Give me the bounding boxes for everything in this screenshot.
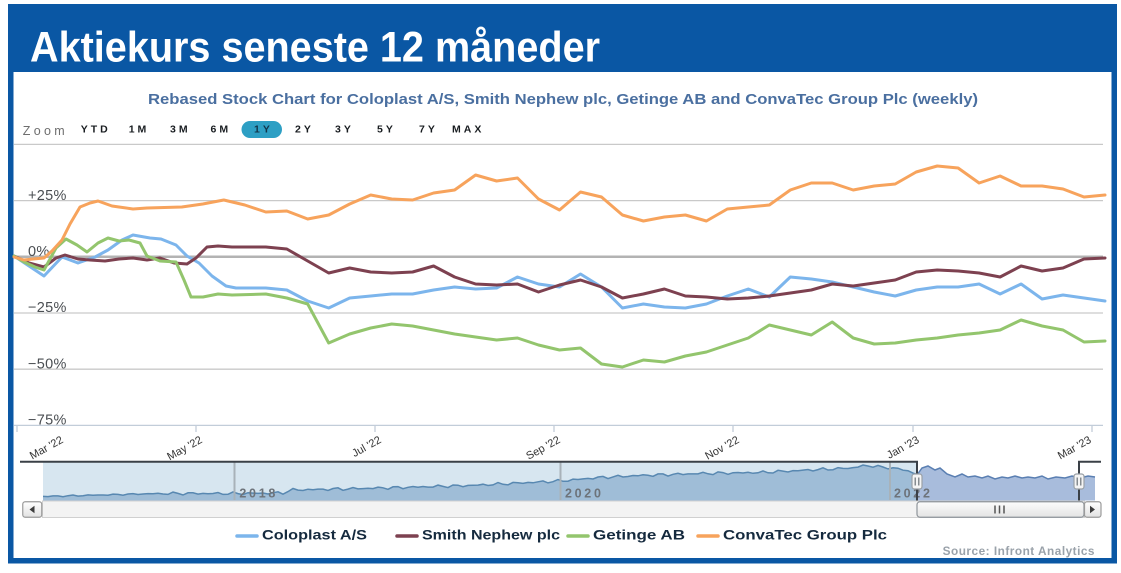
- svg-text:−50%: −50%: [28, 356, 67, 372]
- svg-text:−25%: −25%: [28, 300, 67, 316]
- svg-text:2018: 2018: [239, 487, 278, 501]
- svg-text:Aktiekurs seneste 12 måneder: Aktiekurs seneste 12 måneder: [30, 25, 600, 72]
- svg-text:Rebased Stock Chart for Colopl: Rebased Stock Chart for Coloplast A/S, S…: [148, 92, 978, 108]
- svg-text:YTD: YTD: [81, 123, 111, 135]
- svg-text:2022: 2022: [894, 487, 933, 501]
- svg-text:3Y: 3Y: [335, 123, 354, 135]
- svg-text:Smith Nephew plc: Smith Nephew plc: [422, 528, 561, 543]
- svg-text:+25%: +25%: [28, 188, 67, 204]
- svg-text:−75%: −75%: [28, 413, 67, 429]
- svg-text:2Y: 2Y: [295, 123, 314, 135]
- svg-text:6M: 6M: [211, 123, 232, 135]
- svg-text:1M: 1M: [129, 123, 150, 135]
- svg-text:Zoom: Zoom: [23, 124, 68, 138]
- svg-text:1Y: 1Y: [254, 123, 273, 135]
- svg-text:2020: 2020: [565, 487, 604, 501]
- svg-text:Coloplast A/S: Coloplast A/S: [262, 528, 367, 543]
- svg-text:0%: 0%: [28, 244, 50, 260]
- svg-text:7Y: 7Y: [419, 123, 438, 135]
- svg-text:Source: Infront Analytics: Source: Infront Analytics: [943, 544, 1095, 558]
- svg-text:ConvaTec Group Plc: ConvaTec Group Plc: [723, 528, 888, 543]
- svg-text:Getinge AB: Getinge AB: [593, 528, 685, 543]
- svg-text:3M: 3M: [170, 123, 191, 135]
- svg-text:MAX: MAX: [452, 123, 484, 135]
- svg-text:5Y: 5Y: [377, 123, 396, 135]
